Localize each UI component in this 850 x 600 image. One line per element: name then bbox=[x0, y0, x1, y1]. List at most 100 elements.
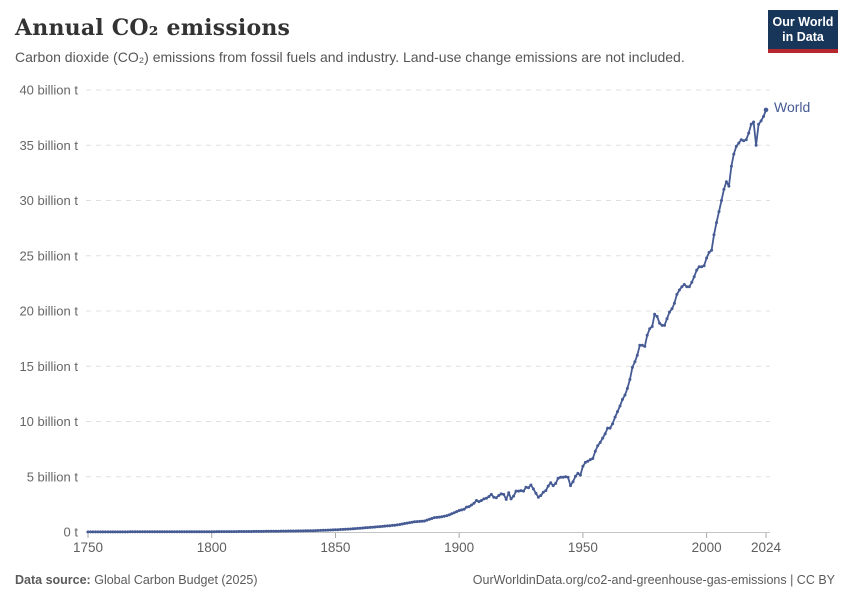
data-point bbox=[145, 530, 149, 534]
data-point bbox=[697, 265, 701, 269]
data-point bbox=[314, 529, 318, 533]
data-point bbox=[752, 120, 756, 124]
owid-logo[interactable]: Our World in Data bbox=[768, 10, 838, 53]
data-point bbox=[566, 475, 570, 479]
data-point bbox=[269, 529, 273, 533]
data-point bbox=[720, 199, 723, 202]
data-point bbox=[301, 529, 305, 533]
data-point bbox=[534, 491, 538, 495]
x-axis-label: 2000 bbox=[692, 540, 722, 555]
data-point bbox=[576, 471, 580, 475]
data-point bbox=[400, 522, 404, 526]
data-point bbox=[346, 527, 350, 531]
data-point bbox=[759, 119, 763, 123]
data-point bbox=[343, 527, 347, 531]
data-point bbox=[299, 529, 303, 533]
data-point bbox=[742, 139, 746, 143]
data-point bbox=[383, 524, 387, 528]
data-point bbox=[286, 529, 290, 533]
data-point bbox=[296, 529, 300, 533]
data-point bbox=[591, 457, 595, 460]
data-point bbox=[111, 530, 115, 534]
data-point bbox=[103, 530, 107, 534]
data-point bbox=[603, 432, 607, 436]
data-point bbox=[373, 525, 377, 529]
owid-logo-line2: in Data bbox=[782, 30, 824, 44]
data-point bbox=[155, 530, 159, 534]
data-point bbox=[658, 321, 662, 325]
data-point bbox=[754, 143, 758, 147]
data-point bbox=[361, 526, 365, 530]
data-point bbox=[529, 483, 533, 487]
data-point bbox=[279, 529, 283, 533]
data-point bbox=[623, 393, 627, 397]
data-point bbox=[267, 529, 271, 533]
data-point bbox=[670, 307, 674, 311]
data-point bbox=[225, 530, 229, 534]
y-axis-label: 35 billion t bbox=[19, 138, 78, 153]
y-axis-label: 5 billion t bbox=[27, 469, 79, 484]
data-point bbox=[133, 530, 137, 534]
data-point bbox=[123, 530, 127, 534]
data-point bbox=[762, 115, 765, 118]
data-point bbox=[546, 484, 550, 488]
footer-attribution: OurWorldinData.org/co2-and-greenhouse-ga… bbox=[473, 573, 835, 587]
data-point bbox=[705, 256, 709, 260]
footer-url-link[interactable]: OurWorldinData.org/co2-and-greenhouse-ga… bbox=[472, 573, 787, 587]
data-point bbox=[712, 233, 716, 237]
data-point bbox=[247, 530, 251, 533]
data-point bbox=[581, 464, 585, 468]
data-point bbox=[514, 489, 518, 493]
data-point bbox=[86, 530, 90, 534]
data-point bbox=[274, 529, 278, 533]
data-point bbox=[457, 509, 461, 512]
data-point bbox=[227, 530, 231, 534]
y-axis-label: 40 billion t bbox=[19, 83, 78, 98]
data-point bbox=[588, 458, 592, 462]
data-point bbox=[165, 530, 169, 534]
data-point bbox=[131, 530, 134, 534]
data-point bbox=[413, 520, 417, 524]
data-point bbox=[727, 184, 731, 188]
data-point bbox=[682, 283, 686, 286]
data-point bbox=[368, 525, 372, 529]
data-point bbox=[442, 514, 446, 518]
data-point bbox=[398, 523, 402, 526]
data-point bbox=[239, 530, 243, 533]
data-point bbox=[685, 285, 689, 289]
data-point bbox=[650, 325, 654, 328]
data-point bbox=[222, 530, 226, 534]
data-point bbox=[306, 529, 310, 533]
data-point bbox=[136, 530, 139, 534]
data-point bbox=[316, 529, 320, 532]
data-point bbox=[462, 507, 466, 511]
data-point bbox=[522, 489, 525, 493]
data-point bbox=[98, 530, 102, 534]
chart-footer: Data source: Global Carbon Budget (2025)… bbox=[15, 573, 835, 587]
data-point bbox=[460, 508, 464, 512]
data-point bbox=[106, 530, 110, 534]
data-point bbox=[479, 499, 483, 502]
data-point bbox=[613, 415, 617, 419]
data-point bbox=[621, 397, 624, 401]
data-point bbox=[574, 474, 577, 478]
data-point bbox=[321, 528, 325, 532]
chart-subtitle: Carbon dioxide (CO₂) emissions from foss… bbox=[15, 49, 685, 65]
data-point bbox=[484, 496, 488, 500]
data-point bbox=[487, 495, 491, 499]
data-point bbox=[381, 524, 384, 528]
data-point bbox=[108, 530, 112, 534]
x-axis-label: 1950 bbox=[568, 540, 598, 555]
data-point bbox=[217, 530, 221, 534]
data-point bbox=[497, 494, 501, 497]
data-point bbox=[519, 489, 523, 493]
data-point bbox=[113, 530, 117, 534]
data-point bbox=[477, 500, 481, 504]
data-point bbox=[259, 529, 263, 533]
data-point bbox=[467, 505, 471, 509]
data-point bbox=[244, 530, 248, 533]
data-point bbox=[160, 530, 164, 534]
data-point bbox=[403, 522, 407, 525]
data-point bbox=[232, 530, 236, 534]
